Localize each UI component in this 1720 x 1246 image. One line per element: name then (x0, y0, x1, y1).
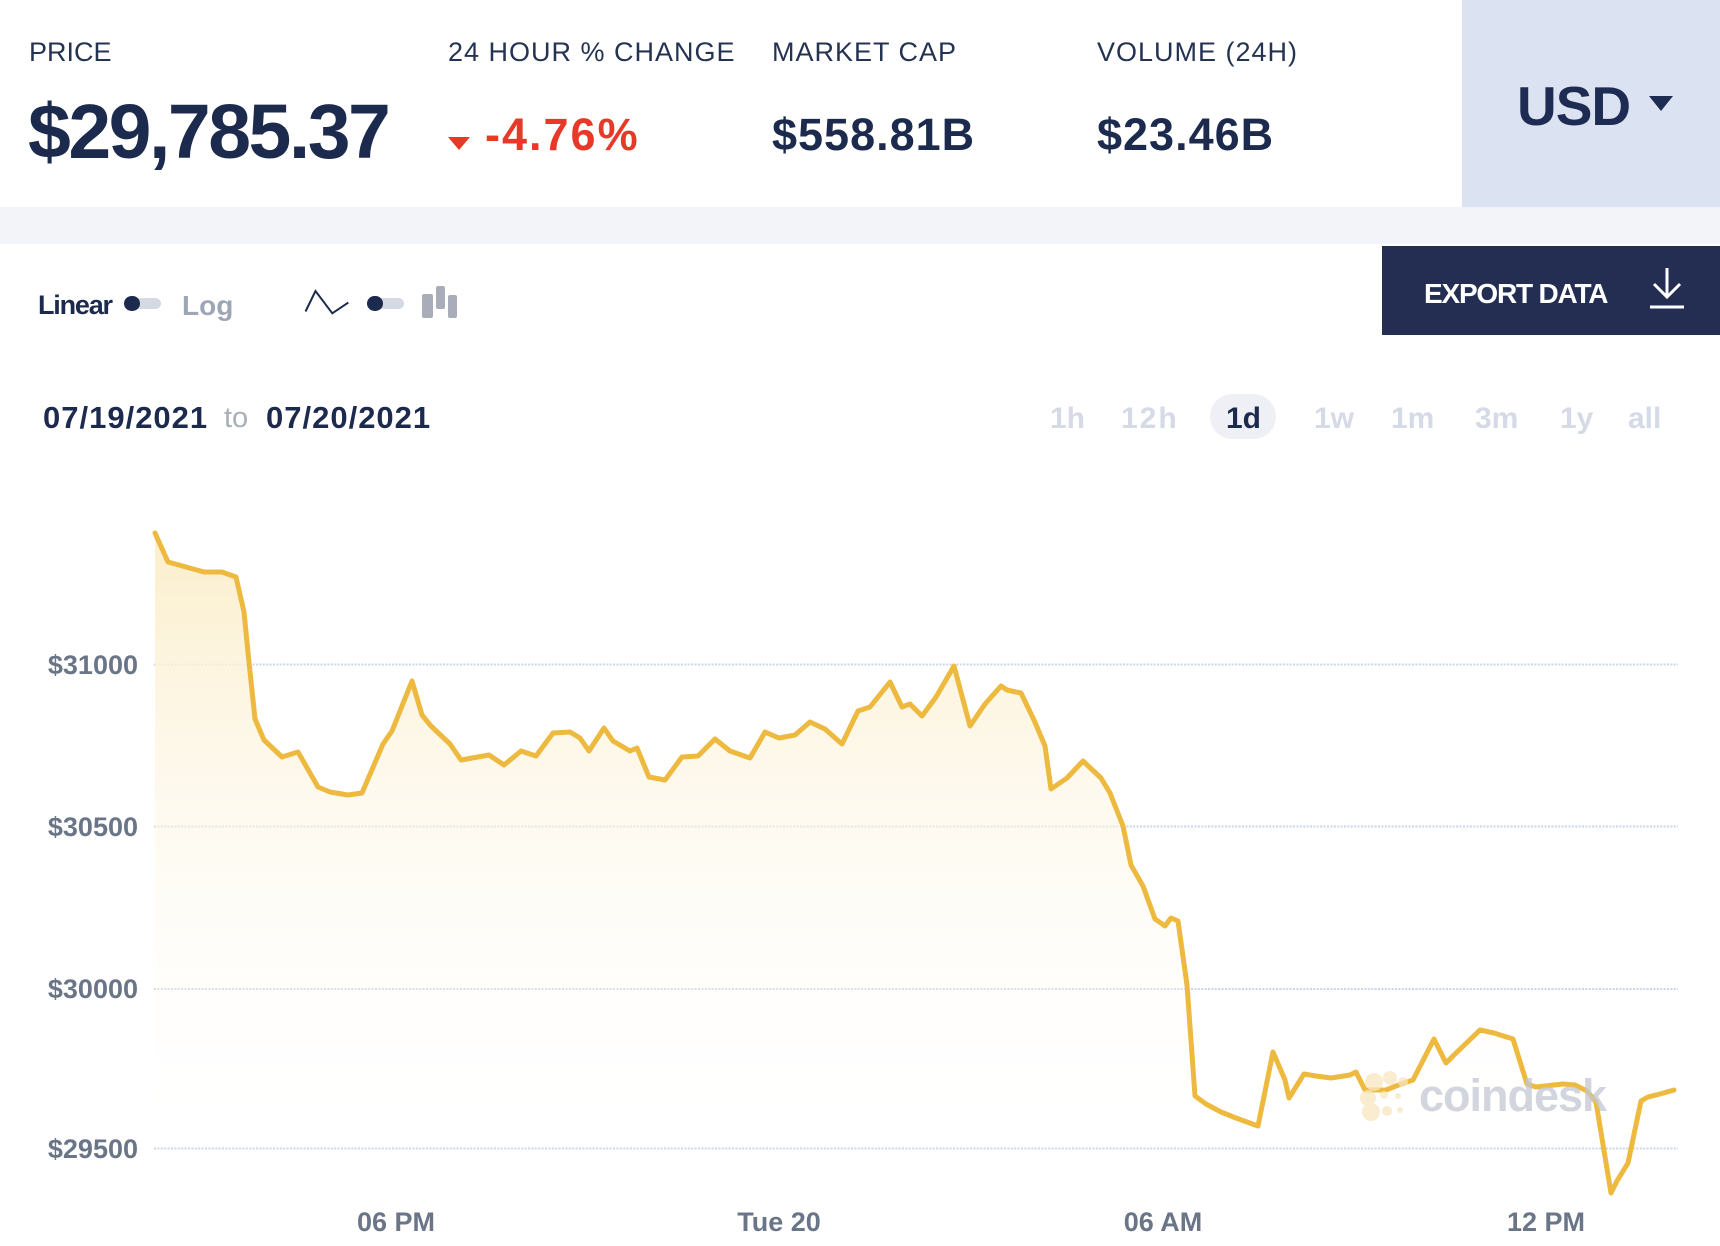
svg-text:12 PM: 12 PM (1507, 1207, 1585, 1237)
svg-text:06 AM: 06 AM (1124, 1207, 1203, 1237)
svg-text:$29500: $29500 (48, 1134, 138, 1164)
svg-text:06 PM: 06 PM (357, 1207, 435, 1237)
svg-text:Tue 20: Tue 20 (737, 1207, 821, 1237)
svg-text:$30500: $30500 (48, 812, 138, 842)
svg-text:coindesk: coindesk (1419, 1070, 1608, 1121)
svg-text:$31000: $31000 (48, 650, 138, 680)
svg-text:$30000: $30000 (48, 974, 138, 1004)
